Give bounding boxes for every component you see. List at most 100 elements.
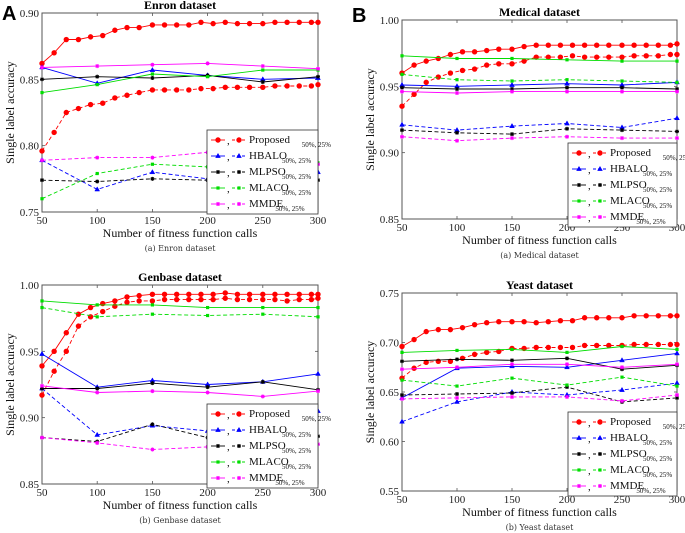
x-tick-label: 200 <box>199 215 216 227</box>
legend-marker <box>598 215 602 219</box>
data-point <box>150 381 155 386</box>
data-point <box>210 291 216 297</box>
data-point <box>565 126 569 131</box>
y-tick-label: 0.85 <box>380 214 400 226</box>
legend-marker <box>576 419 582 425</box>
series-line <box>401 91 677 94</box>
data-point <box>557 318 564 324</box>
legend-marker <box>237 460 241 464</box>
data-point <box>95 440 100 445</box>
data-point <box>521 58 527 64</box>
data-point <box>675 80 679 84</box>
data-point <box>161 291 168 297</box>
chart-caption: (b) Yeast dataset <box>506 523 575 532</box>
series-mlaco-25- <box>400 72 679 84</box>
data-point <box>455 395 459 400</box>
data-point <box>136 292 142 299</box>
legend-label: Proposed <box>610 147 651 159</box>
series-mlpso-50- <box>400 85 679 91</box>
series-proposed-25- <box>399 341 680 381</box>
data-point <box>112 298 118 304</box>
data-point <box>400 89 404 94</box>
data-point <box>620 79 624 83</box>
series-line <box>401 386 678 403</box>
data-point <box>39 350 45 356</box>
data-point <box>95 74 100 79</box>
data-point <box>411 62 417 68</box>
data-point <box>510 394 514 399</box>
data-point <box>655 313 661 319</box>
data-point <box>94 186 101 192</box>
data-point <box>400 367 404 372</box>
legend-marker <box>236 152 242 158</box>
x-tick-label: 100 <box>89 487 106 499</box>
data-point <box>150 72 154 76</box>
data-point <box>643 53 649 59</box>
legend-marker <box>577 468 581 472</box>
legend-sublabel: 50%, 25% <box>643 439 672 447</box>
chart-title: Yeast dataset <box>506 278 573 292</box>
legend-sublabel: 50%, 25% <box>275 479 304 487</box>
legend-comma: , <box>227 151 230 163</box>
y-axis-label: Single label accuracy <box>363 341 377 444</box>
chart-title: Medical dataset <box>499 5 580 19</box>
data-point <box>94 431 101 437</box>
data-point <box>606 42 612 48</box>
data-point <box>222 84 228 90</box>
data-point <box>39 148 45 154</box>
legend-comma: , <box>588 465 591 477</box>
data-point <box>210 85 216 92</box>
data-point <box>272 291 278 297</box>
series-line <box>401 346 678 353</box>
data-point <box>40 383 44 388</box>
legend-entry-proposed: , Proposed 50%, 25% <box>211 408 331 423</box>
data-point <box>581 54 588 60</box>
legend-sublabel: 50%, 25% <box>282 189 311 197</box>
data-point <box>260 79 265 84</box>
x-tick-label: 50 <box>397 222 409 234</box>
series-line <box>401 363 678 370</box>
legend-marker <box>577 452 581 456</box>
legend-comma: , <box>227 425 230 437</box>
data-point <box>400 378 404 382</box>
x-axis-label: Number of fitness function calls <box>103 498 258 512</box>
data-point <box>620 375 624 379</box>
data-point <box>206 313 210 318</box>
data-point <box>40 91 44 95</box>
data-point <box>674 341 680 348</box>
data-point <box>484 62 490 68</box>
data-point <box>399 121 405 127</box>
data-point <box>315 370 321 376</box>
legend-comma: , <box>227 457 230 469</box>
x-axis-label: Number of fitness function calls <box>462 505 617 519</box>
data-point <box>675 347 679 352</box>
legend-box <box>206 129 319 215</box>
data-point <box>95 83 99 87</box>
series-mmde-50- <box>40 383 320 399</box>
series-line <box>41 300 318 309</box>
legend-label: MMDE <box>610 480 645 492</box>
data-point <box>569 344 576 351</box>
data-point <box>620 398 624 403</box>
y-tick-label: 0.70 <box>380 338 400 350</box>
data-point <box>296 291 302 297</box>
data-point <box>150 422 155 427</box>
data-point <box>447 51 454 58</box>
data-point <box>565 350 569 354</box>
data-point <box>674 313 680 319</box>
legend-comma: , <box>227 199 230 211</box>
data-point <box>510 132 514 137</box>
data-point <box>95 303 99 307</box>
chart-title: Genbase dataset <box>138 270 222 284</box>
data-point <box>316 315 320 319</box>
data-point <box>510 376 514 380</box>
data-point <box>284 298 290 304</box>
y-tick-label: 1.00 <box>380 15 400 27</box>
data-point <box>272 83 278 89</box>
